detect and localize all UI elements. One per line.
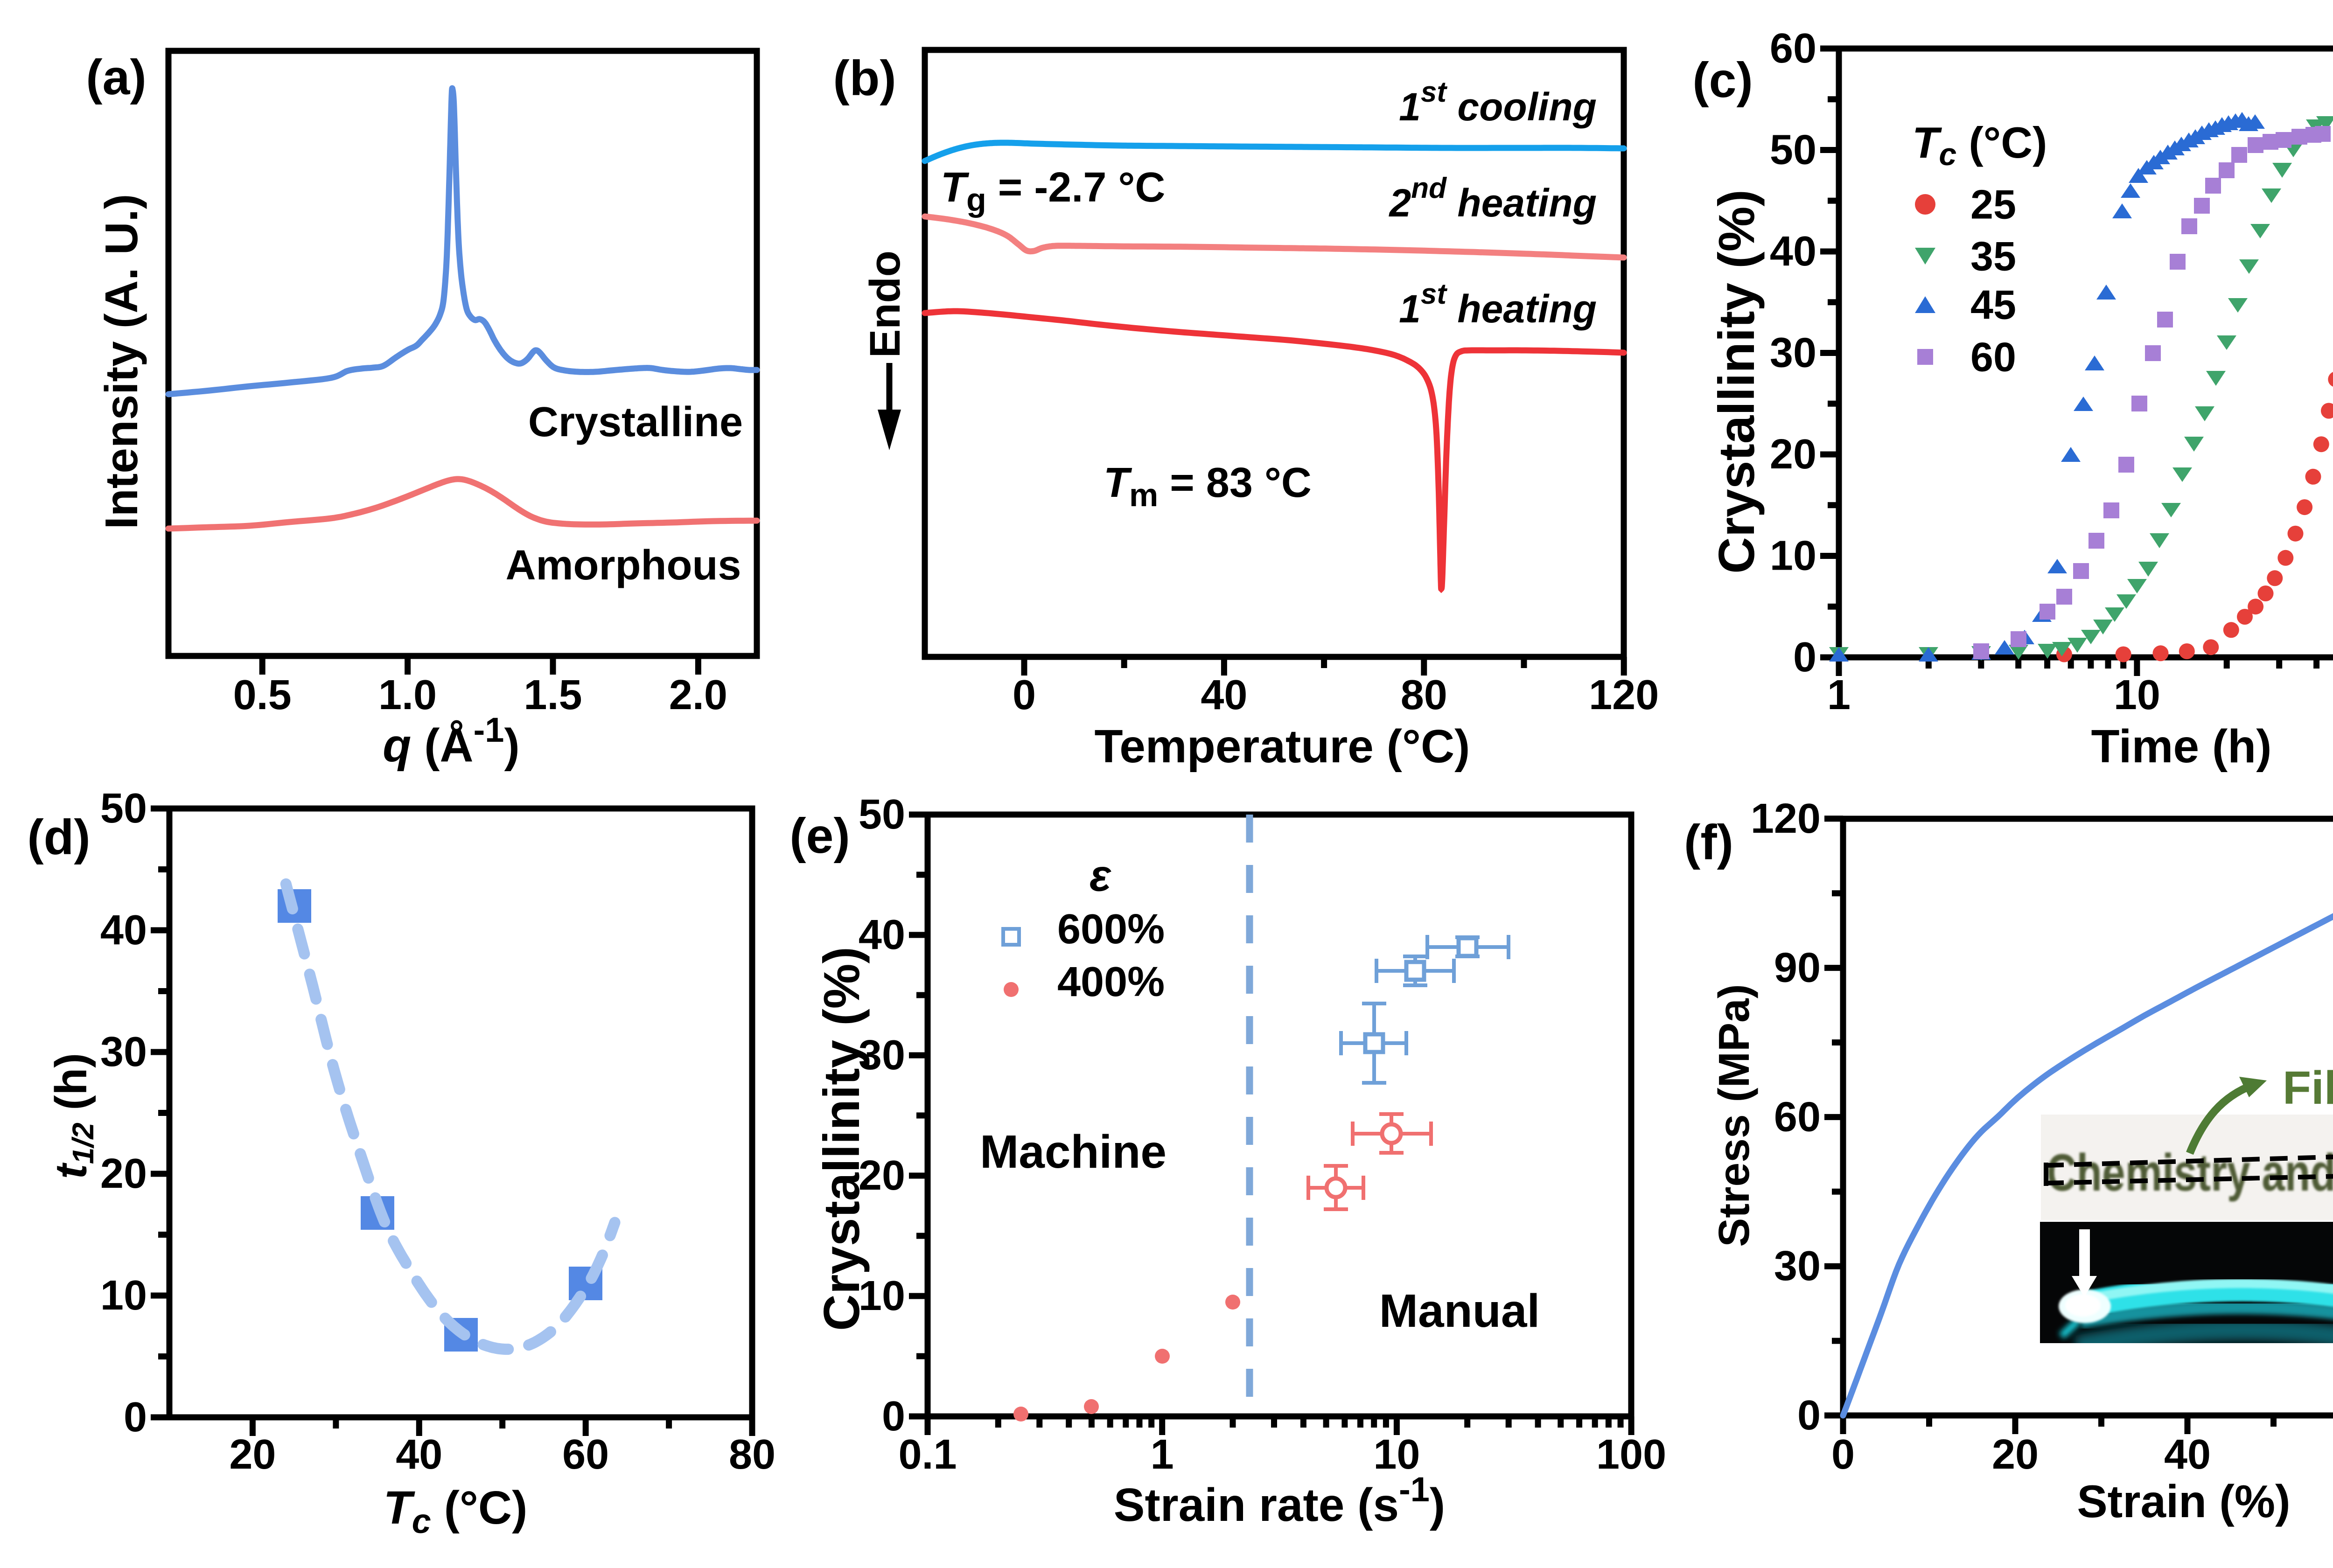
svg-text:60: 60 — [562, 1431, 609, 1478]
svg-text:0: 0 — [882, 1393, 905, 1440]
svg-text:50: 50 — [100, 785, 147, 832]
svg-text:1: 1 — [1827, 672, 1851, 718]
svg-text:50: 50 — [1770, 127, 1816, 174]
svg-text:Stress (MPa): Stress (MPa) — [1710, 984, 1758, 1247]
svg-text:Crystalline: Crystalline — [528, 399, 743, 446]
svg-text:20: 20 — [859, 1152, 905, 1199]
svg-text:10: 10 — [1770, 533, 1816, 579]
svg-text:Temperature (°C): Temperature (°C) — [1095, 720, 1470, 773]
svg-text:(b): (b) — [833, 51, 896, 106]
svg-text:ε: ε — [1090, 851, 1111, 901]
svg-text:Tg = -2.7 °C: Tg = -2.7 °C — [941, 164, 1165, 218]
svg-text:10: 10 — [859, 1273, 905, 1319]
svg-text:25: 25 — [1970, 181, 2016, 228]
svg-text:40: 40 — [100, 907, 147, 954]
svg-text:Machine: Machine — [980, 1126, 1166, 1178]
svg-text:2.0: 2.0 — [669, 672, 727, 718]
svg-text:30: 30 — [100, 1029, 147, 1075]
svg-text:20: 20 — [1770, 431, 1816, 478]
svg-text:0: 0 — [124, 1394, 147, 1441]
svg-text:20: 20 — [229, 1431, 276, 1478]
svg-text:40: 40 — [1201, 672, 1247, 718]
svg-text:Strain rate (s-1): Strain rate (s-1) — [1114, 1470, 1445, 1532]
svg-text:60: 60 — [1774, 1094, 1821, 1140]
svg-text:45: 45 — [1970, 282, 2016, 328]
svg-text:120: 120 — [1751, 795, 1821, 842]
svg-text:10: 10 — [1373, 1431, 1420, 1478]
svg-text:40: 40 — [396, 1431, 442, 1478]
svg-text:Manual: Manual — [1379, 1285, 1540, 1337]
svg-text:t1/2 (h): t1/2 (h) — [46, 1053, 100, 1179]
svg-text:Fiber: Fiber — [2283, 1062, 2333, 1114]
svg-text:50: 50 — [859, 791, 905, 838]
svg-text:(f): (f) — [1684, 815, 1733, 870]
svg-text:Crystallinity (%): Crystallinity (%) — [813, 947, 870, 1331]
svg-text:1.5: 1.5 — [524, 672, 582, 718]
svg-text:Strain (%): Strain (%) — [2077, 1476, 2290, 1527]
svg-text:0.5: 0.5 — [233, 672, 292, 718]
svg-text:Time (h): Time (h) — [2091, 720, 2271, 773]
svg-text:30: 30 — [1770, 330, 1816, 376]
svg-text:60: 60 — [1770, 25, 1816, 72]
svg-text:0: 0 — [1793, 634, 1816, 681]
svg-text:10: 10 — [2114, 672, 2160, 718]
svg-text:100: 100 — [1596, 1431, 1666, 1478]
svg-text:1.0: 1.0 — [378, 672, 437, 718]
svg-text:Endo: Endo — [861, 251, 909, 358]
svg-text:0: 0 — [1831, 1431, 1855, 1478]
svg-text:0.1: 0.1 — [898, 1431, 957, 1478]
svg-text:90: 90 — [1774, 945, 1821, 991]
svg-text:40: 40 — [1770, 228, 1816, 275]
svg-text:Amorphous: Amorphous — [506, 542, 741, 589]
svg-text:80: 80 — [729, 1431, 775, 1478]
svg-text:120: 120 — [1589, 672, 1659, 718]
svg-text:Crystallinity (%): Crystallinity (%) — [1708, 189, 1765, 574]
svg-text:600%: 600% — [1057, 906, 1165, 953]
svg-text:1: 1 — [1151, 1431, 1174, 1478]
svg-text:30: 30 — [859, 1032, 905, 1079]
svg-text:400%: 400% — [1057, 959, 1165, 1005]
svg-text:40: 40 — [2164, 1431, 2211, 1478]
svg-text:(c): (c) — [1692, 53, 1753, 108]
svg-text:Intensity (A. U.): Intensity (A. U.) — [96, 194, 147, 530]
svg-text:20: 20 — [100, 1150, 147, 1197]
svg-text:40: 40 — [859, 912, 905, 958]
svg-text:Tc (°C): Tc (°C) — [384, 1482, 528, 1540]
svg-text:35: 35 — [1970, 233, 2016, 279]
svg-text:10: 10 — [100, 1272, 147, 1319]
svg-text:0: 0 — [1797, 1392, 1821, 1439]
svg-text:20: 20 — [1992, 1431, 2039, 1478]
svg-text:Tm = 83 °C: Tm = 83 °C — [1104, 460, 1312, 513]
svg-text:Tc (°C): Tc (°C) — [1912, 118, 2047, 173]
svg-text:(d): (d) — [27, 810, 90, 865]
svg-text:2nd heating: 2nd heating — [1389, 172, 1597, 225]
svg-text:(e): (e) — [789, 808, 850, 864]
svg-text:1st cooling: 1st cooling — [1399, 76, 1597, 129]
svg-text:80: 80 — [1401, 672, 1447, 718]
svg-text:60: 60 — [1970, 334, 2016, 380]
svg-text:(a): (a) — [86, 50, 147, 105]
svg-text:0: 0 — [1013, 672, 1036, 718]
svg-text:30: 30 — [1774, 1243, 1821, 1289]
